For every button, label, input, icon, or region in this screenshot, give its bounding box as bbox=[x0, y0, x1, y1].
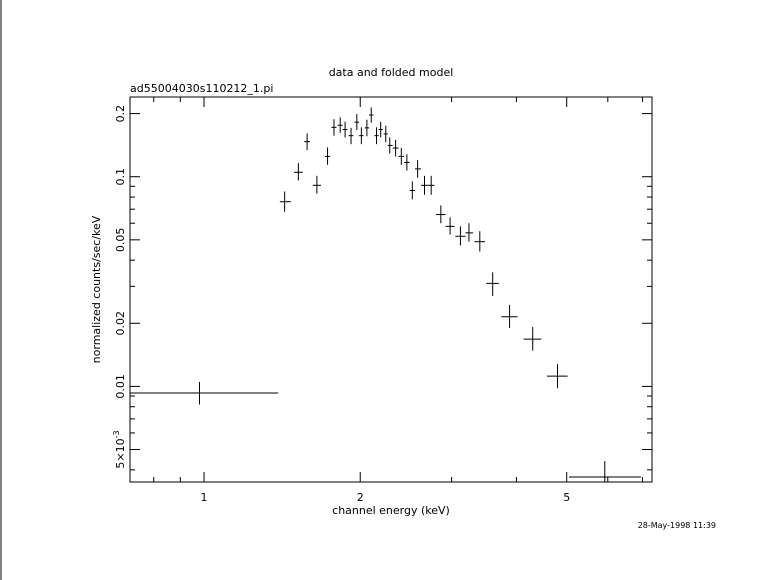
data-point bbox=[474, 231, 486, 252]
data-points bbox=[130, 107, 641, 482]
y-tick-label: 0.05 bbox=[114, 228, 127, 253]
data-point bbox=[445, 217, 455, 235]
data-point bbox=[374, 127, 379, 145]
data-point bbox=[354, 114, 360, 131]
data-point bbox=[383, 125, 388, 143]
data-point bbox=[369, 107, 374, 123]
y-tick-label: 0.02 bbox=[114, 311, 127, 336]
chart-subtitle: ad55004030s110212_1.pi bbox=[130, 82, 273, 95]
data-point bbox=[398, 148, 405, 165]
data-point bbox=[392, 139, 399, 157]
data-point bbox=[342, 121, 348, 138]
data-point bbox=[465, 223, 474, 242]
timestamp: 28-May-1998 11:39 bbox=[638, 521, 716, 530]
x-tick-label: 1 bbox=[201, 491, 208, 504]
x-tick-label: 5 bbox=[563, 491, 570, 504]
data-point bbox=[293, 163, 303, 181]
y-tick-label: 0.1 bbox=[114, 168, 127, 186]
data-point bbox=[546, 363, 568, 389]
data-point bbox=[427, 175, 435, 195]
data-point bbox=[324, 147, 331, 165]
data-point bbox=[130, 381, 279, 405]
data-point bbox=[331, 119, 337, 136]
data-point bbox=[568, 461, 641, 482]
y-tick-label: 5×10-3 bbox=[112, 430, 127, 468]
data-point bbox=[378, 121, 383, 138]
data-point bbox=[436, 205, 446, 224]
y-axis-label: normalized counts/sec/keV bbox=[90, 215, 103, 363]
axis-ticks bbox=[130, 97, 652, 482]
data-point bbox=[304, 133, 310, 151]
data-point bbox=[501, 304, 518, 328]
data-point bbox=[364, 119, 370, 137]
data-point bbox=[387, 137, 393, 154]
y-tick-label: 0.2 bbox=[114, 105, 127, 123]
data-point bbox=[348, 127, 354, 145]
data-point bbox=[409, 181, 415, 200]
x-axis-label: channel energy (keV) bbox=[332, 504, 450, 517]
data-point bbox=[414, 160, 422, 178]
plot-frame bbox=[129, 96, 653, 483]
y-tick-labels: 5×10-3 0.01 0.02 0.05 0.1 0.2 bbox=[112, 105, 127, 469]
x-tick-label: 2 bbox=[357, 491, 364, 504]
y-tick-exponent: -3 bbox=[112, 430, 121, 438]
data-point bbox=[523, 326, 542, 351]
x-tick-labels: 1 2 5 bbox=[201, 491, 571, 504]
data-point bbox=[279, 191, 291, 212]
data-point bbox=[455, 226, 466, 246]
data-point bbox=[337, 117, 343, 133]
data-point bbox=[486, 272, 499, 296]
data-point bbox=[404, 154, 410, 171]
data-point bbox=[421, 175, 428, 195]
data-point bbox=[359, 127, 364, 145]
chart-title: data and folded model bbox=[329, 66, 454, 79]
data-point bbox=[312, 175, 321, 194]
y-tick-label: 0.01 bbox=[114, 374, 127, 399]
